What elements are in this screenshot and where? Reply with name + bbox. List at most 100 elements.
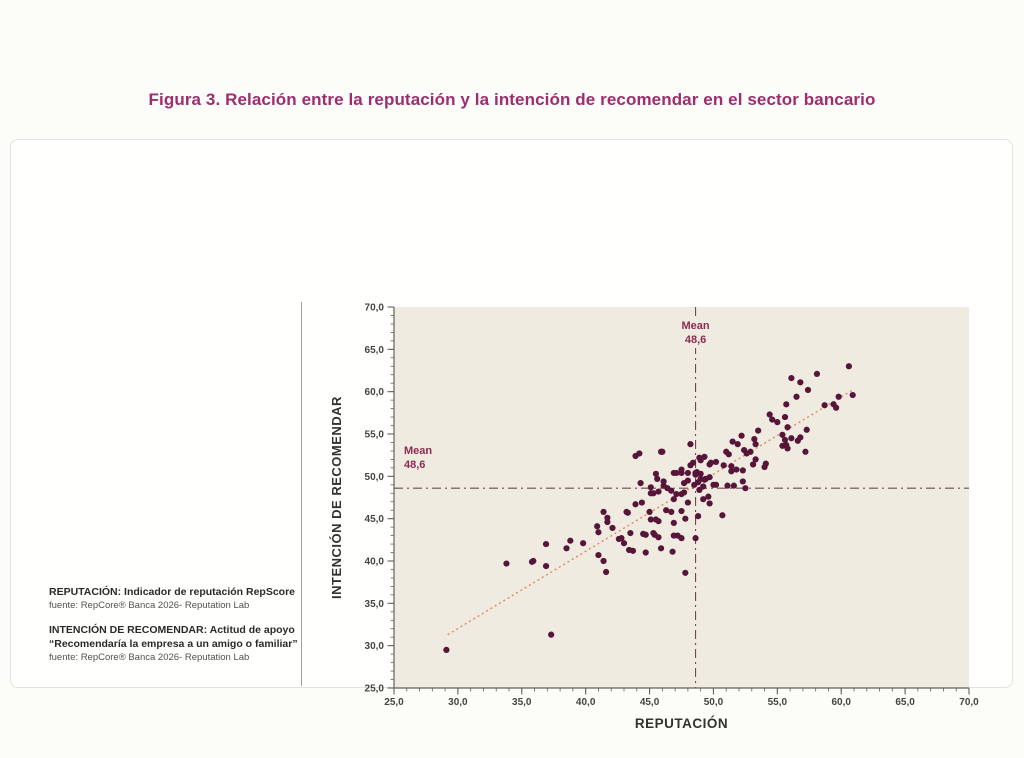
data-point — [669, 548, 676, 555]
y-tick-label: 60,0 — [365, 387, 385, 398]
plot-area — [394, 307, 969, 688]
data-point — [600, 557, 607, 565]
data-point — [530, 557, 537, 565]
svg-text:Mean: Mean — [404, 445, 432, 457]
data-point — [678, 535, 685, 542]
data-point — [603, 568, 610, 576]
data-point — [655, 518, 662, 525]
data-point — [720, 462, 727, 469]
data-point — [652, 470, 660, 477]
data-point — [802, 448, 809, 455]
data-point — [747, 448, 754, 455]
data-point — [706, 500, 713, 507]
data-point — [849, 391, 856, 399]
y-tick-label: 35,0 — [365, 599, 385, 610]
data-point — [755, 427, 762, 434]
data-point — [580, 540, 587, 547]
data-point — [542, 562, 550, 570]
data-point — [670, 496, 677, 503]
data-point — [682, 569, 689, 576]
svg-text:48,6: 48,6 — [404, 459, 425, 471]
data-point — [788, 435, 795, 442]
data-point — [751, 435, 758, 443]
vertical-divider — [301, 302, 302, 686]
data-point — [632, 452, 639, 460]
data-point — [739, 478, 746, 485]
svg-text:Mean: Mean — [681, 320, 709, 332]
data-point — [443, 646, 450, 653]
x-tick-label: 25,0 — [384, 697, 404, 708]
scatter-chart: Mean 48,6 Mean 48,6 25,0 25,0 30,0 30,0 35,0 35,0… — [329, 303, 980, 732]
data-point — [627, 529, 634, 537]
y-tick-label: 50,0 — [365, 472, 385, 483]
note-intencion-source: fuente: RepCore® Banca 2026- Reputation … — [49, 652, 250, 664]
data-point — [655, 534, 662, 541]
data-point — [734, 441, 741, 448]
data-point — [779, 431, 786, 438]
y-tick-label: 65,0 — [365, 345, 385, 356]
x-tick-label: 35,0 — [512, 697, 532, 708]
data-point — [692, 535, 699, 542]
data-point — [728, 463, 735, 470]
data-point — [742, 485, 749, 492]
note-reputacion-source: fuente: RepCore® Banca 2026- Reputation … — [49, 599, 250, 611]
data-point — [794, 437, 801, 444]
axes: 25,0 25,0 30,0 30,0 35,0 35,0 40,0 40,0 45,0 45,0… — [365, 303, 980, 709]
data-point — [695, 513, 702, 520]
data-point — [673, 491, 680, 498]
data-point — [654, 475, 661, 482]
data-point — [637, 480, 644, 487]
y-tick-label: 25,0 — [365, 684, 385, 695]
mean-label-vertical: Mean 48,6 — [674, 316, 717, 348]
data-point — [845, 363, 852, 370]
data-point — [594, 523, 601, 530]
y-tick-label: 45,0 — [365, 514, 385, 525]
data-point — [623, 508, 630, 515]
data-point — [813, 370, 821, 377]
data-point — [784, 424, 791, 431]
data-point — [542, 540, 550, 548]
data-point — [783, 401, 790, 408]
data-point — [664, 485, 671, 492]
x-tick-label: 55,0 — [768, 697, 788, 708]
data-point — [769, 416, 776, 423]
data-point — [724, 482, 731, 489]
data-point — [730, 482, 737, 489]
data-point — [762, 460, 769, 467]
data-point — [567, 537, 574, 544]
data-point — [725, 451, 732, 458]
data-point — [595, 529, 602, 536]
data-point — [668, 508, 675, 515]
data-point — [733, 466, 740, 473]
data-point — [604, 518, 611, 526]
data-point — [647, 516, 654, 523]
data-point — [719, 512, 726, 519]
x-tick-label: 50,0 — [704, 697, 724, 708]
data-point — [835, 393, 842, 400]
data-point — [647, 484, 654, 491]
data-point — [684, 499, 691, 506]
data-point — [700, 496, 707, 503]
data-point — [660, 478, 667, 485]
data-point — [609, 524, 616, 532]
data-point — [657, 545, 665, 552]
data-point — [784, 445, 791, 452]
data-point — [678, 491, 685, 498]
data-point — [706, 474, 713, 481]
y-tick-label: 30,0 — [365, 641, 385, 652]
x-tick-label: 60,0 — [831, 697, 851, 708]
x-axis-title: REPUTACIÓN — [635, 716, 728, 731]
data-point — [503, 560, 510, 567]
data-point — [691, 481, 698, 488]
y-tick-label: 70,0 — [365, 303, 385, 314]
note-intencion-title: INTENCIÓN DE RECOMENDAR: Actitud de apoy… — [49, 624, 295, 637]
data-point — [793, 393, 800, 400]
data-point — [670, 519, 677, 526]
data-point — [673, 469, 680, 477]
data-point — [682, 515, 689, 522]
data-point — [655, 488, 662, 495]
data-point — [833, 404, 840, 411]
data-point — [739, 467, 746, 474]
data-point — [712, 481, 720, 488]
data-point — [638, 499, 645, 506]
